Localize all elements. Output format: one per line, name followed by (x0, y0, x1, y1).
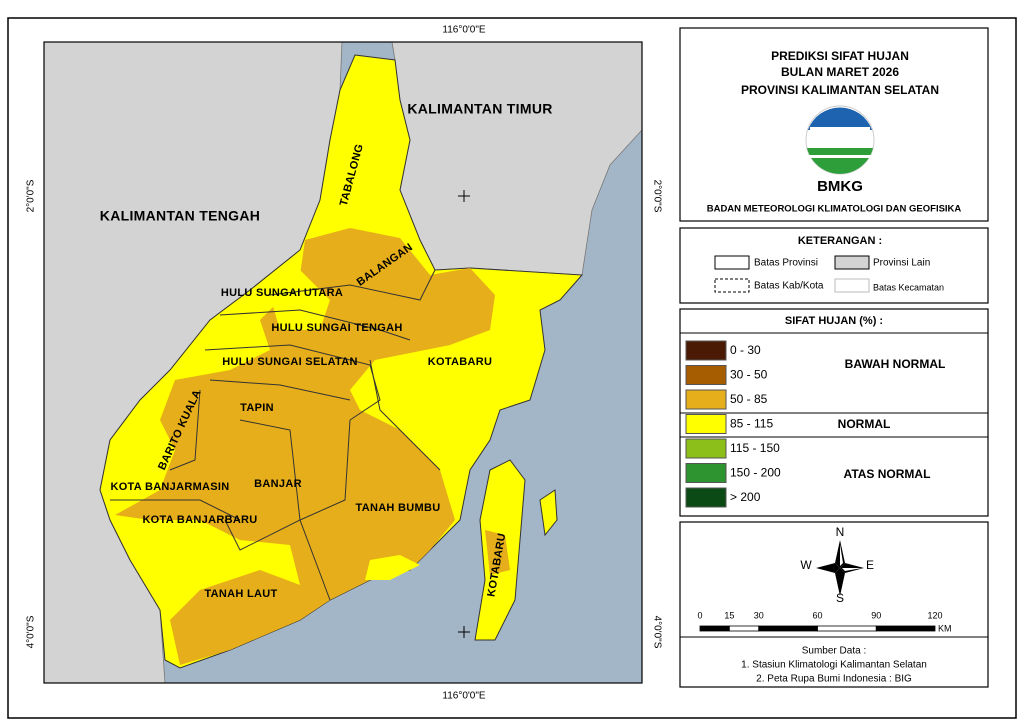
map: KALIMANTAN TIMUR KALIMANTAN TENGAH TABAL… (26, 25, 663, 702)
coord-label: 2°0'0"S (26, 179, 37, 212)
class-label: 150 - 200 (730, 466, 781, 480)
bmkg-logo: BMKG (805, 105, 875, 195)
region-label: KALIMANTAN TENGAH (100, 208, 260, 224)
class-label: > 200 (730, 490, 761, 504)
scale-segment (758, 625, 818, 632)
scale-segment (817, 625, 877, 632)
group-label: ATAS NORMAL (844, 467, 931, 481)
scale-unit: KM (938, 623, 952, 633)
district-label: HULU SUNGAI SELATAN (222, 356, 357, 368)
legend-swatch (714, 278, 750, 293)
group-label: NORMAL (838, 417, 891, 431)
source-line: 2. Peta Rupa Bumi Indonesia : BIG (756, 674, 912, 685)
class-swatch (685, 463, 727, 483)
coord-label: 4°0'0"S (651, 616, 662, 649)
below-normal-zone (485, 530, 510, 575)
legend-item: Batas Provinsi (754, 258, 818, 269)
compass-label: E (866, 558, 874, 572)
scale-tick-label: 90 (871, 610, 881, 620)
coord-label: 116°0'0"E (442, 691, 486, 702)
title-line: PREDIKSI SIFAT HUJAN (771, 49, 909, 63)
legend-title: SIFAT HUJAN (%) : (785, 315, 883, 327)
district-label: BANJAR (254, 478, 302, 490)
group-label: BAWAH NORMAL (845, 357, 946, 371)
class-swatch (685, 340, 727, 361)
district-label: HULU SUNGAI TENGAH (271, 322, 402, 334)
legend-item: Batas Kecamatan (873, 282, 944, 292)
compass-label: W (800, 558, 812, 572)
coord-label: 4°0'0"S (26, 615, 37, 648)
class-swatch (685, 365, 727, 385)
scale-tick-label: 15 (724, 610, 734, 620)
scale-tick-label: 120 (927, 610, 942, 620)
class-swatch (685, 487, 727, 508)
scale-bar: 0 15 30 60 90 120 KM (697, 610, 951, 633)
normal-zone (265, 270, 330, 330)
source-line: 1. Stasiun Klimatologi Kalimantan Selata… (741, 660, 927, 671)
class-legend: 0 - 30 30 - 50 50 - 85 85 - 115 115 - 150 150… (685, 340, 781, 508)
coord-label: 116°0'0"E (442, 25, 486, 36)
compass: N E S W (800, 525, 874, 605)
district-label: KOTA BANJARMASIN (110, 481, 229, 493)
class-label: 50 - 85 (730, 392, 768, 406)
sheet-border (7, 17, 1017, 719)
legend-swatch (834, 255, 870, 270)
scale-tick-label: 0 (697, 610, 702, 620)
district-borders (110, 269, 441, 601)
normal-zone (365, 555, 420, 580)
legend-swatch (834, 278, 870, 293)
island (539, 489, 558, 537)
scale-tick-label: 30 (754, 610, 764, 620)
compass-label: S (836, 591, 844, 605)
legend-item: Provinsi Lain (873, 258, 930, 269)
agency-name: BADAN METEOROLOGI KLIMATOLOGI DAN GEOFIS… (707, 204, 962, 215)
logo-text: BMKG (817, 178, 863, 195)
class-label: 115 - 150 (730, 441, 780, 455)
district-label: KOTABARU (428, 356, 493, 368)
scale-segment (699, 625, 730, 632)
scale-segment (875, 625, 936, 632)
scale-tick-label: 60 (812, 610, 822, 620)
class-label: 0 - 30 (730, 343, 761, 357)
district-label: HULU SUNGAI UTARA (221, 287, 343, 299)
source-title: Sumber Data : (802, 646, 866, 657)
region-label: KALIMANTAN TIMUR (407, 101, 552, 117)
class-label: 30 - 50 (730, 368, 768, 382)
scale-segment (728, 625, 760, 632)
title-line: PROVINSI KALIMANTAN SELATAN (741, 83, 939, 97)
district-label: TANAH BUMBU (356, 502, 441, 514)
district-label: TANAH LAUT (204, 588, 277, 600)
district-label: KOTA BANJARBARU (142, 514, 257, 526)
map-frame (43, 41, 643, 684)
class-swatch (685, 389, 727, 410)
info-box (679, 521, 989, 688)
class-swatch (685, 414, 727, 434)
class-swatch (685, 438, 727, 459)
legend-title: KETERANGAN : (798, 235, 882, 247)
compass-label: N (836, 525, 845, 539)
class-label: 85 - 115 (730, 417, 773, 431)
coord-label: 2°0'0"S (651, 180, 662, 213)
district-label: TAPIN (240, 402, 274, 414)
legend-swatch (714, 255, 750, 270)
legend-item: Batas Kab/Kota (754, 281, 824, 292)
title-line: BULAN MARET 2026 (781, 65, 899, 79)
